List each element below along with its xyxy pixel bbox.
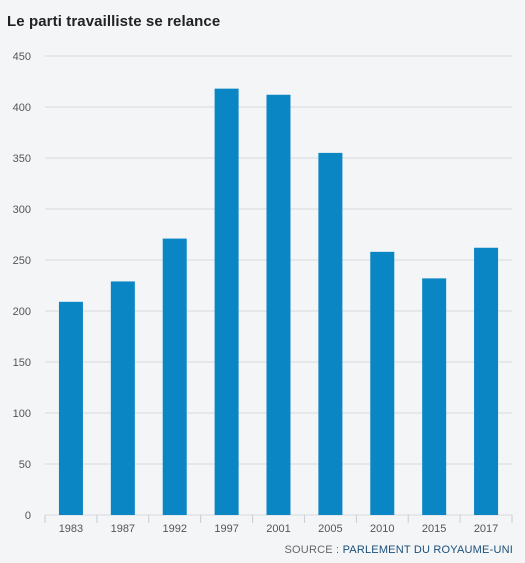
x-axis: 1983 1987 1992 1997 2001 2005 2010 2015 2017 xyxy=(44,515,513,535)
chart-title: Le parti travailliste se relance xyxy=(7,13,221,30)
y-tick-label: 100 xyxy=(13,408,31,420)
bar-2005 xyxy=(318,152,343,515)
bar-2010 xyxy=(370,251,395,515)
bar-chart: 0 50 100 150 200 250 300 350 400 450 1983 1987 1992… xyxy=(13,51,513,535)
bar-1992 xyxy=(162,238,187,515)
bar-1997 xyxy=(214,88,239,515)
bar-1987 xyxy=(110,281,135,515)
y-tick-label: 400 xyxy=(13,102,31,114)
y-tick-label: 300 xyxy=(13,204,31,216)
x-tick-label: 2015 xyxy=(422,523,446,535)
source-organization: PARLEMENT DU ROYAUME-UNI xyxy=(342,544,513,556)
y-tick-label: 200 xyxy=(13,306,31,318)
source-note: SOURCEPARLEMENT DU ROYAUME-UNI xyxy=(285,544,513,556)
x-tick-label: 2010 xyxy=(370,523,394,535)
x-tick-label: 2017 xyxy=(474,523,498,535)
bar-2015 xyxy=(422,278,447,515)
y-tick-label: 50 xyxy=(19,459,31,471)
source-prefix: SOURCE xyxy=(285,544,343,556)
x-tick-label: 1997 xyxy=(214,523,238,535)
x-tick-label: 2005 xyxy=(318,523,342,535)
y-tick-label: 350 xyxy=(13,153,31,165)
bar-1983 xyxy=(58,301,83,515)
x-tick-label: 1983 xyxy=(59,523,83,535)
bar-2001 xyxy=(266,94,291,515)
bar-2017 xyxy=(474,247,499,515)
x-tick-label: 2001 xyxy=(266,523,290,535)
y-tick-label: 450 xyxy=(13,51,31,63)
x-tick-label: 1992 xyxy=(162,523,186,535)
x-tick-label: 1987 xyxy=(111,523,135,535)
y-tick-label: 0 xyxy=(25,510,31,522)
y-axis-ticks: 0 50 100 150 200 250 300 350 400 450 xyxy=(13,51,31,522)
bars xyxy=(58,88,499,515)
y-tick-label: 250 xyxy=(13,255,31,267)
y-tick-label: 150 xyxy=(13,357,31,369)
